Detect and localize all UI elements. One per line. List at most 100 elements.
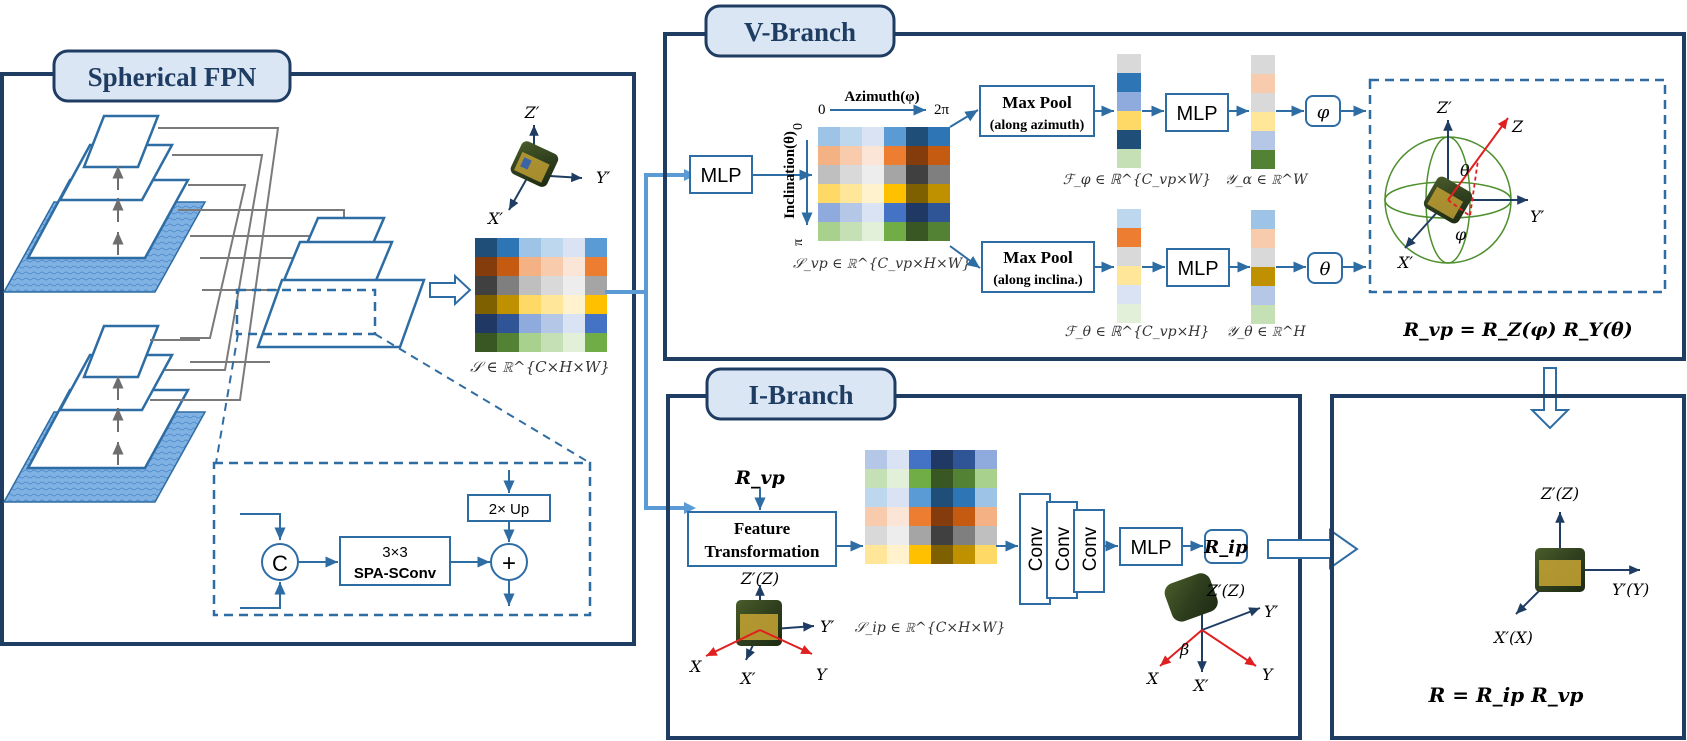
grid-cell (906, 165, 928, 184)
grid-cell (475, 295, 497, 314)
grid-cell (475, 333, 497, 352)
grid-cell (975, 469, 997, 488)
result-axis-x: X′(X) (1492, 628, 1533, 647)
vector-cell (1117, 304, 1141, 323)
result-panel: Z′(Z) Y′(Y) X′(X) R = R_ip R_vp (1330, 394, 1686, 740)
vector-cell (1251, 286, 1275, 305)
grid-cell (884, 184, 906, 203)
add-label: + (502, 550, 516, 577)
grid-cell (519, 314, 541, 333)
grid-cell (541, 333, 563, 352)
grid-cell (563, 276, 585, 295)
vector-cell (1117, 54, 1141, 73)
grid-cell (818, 184, 840, 203)
grid-cell (909, 450, 931, 469)
vector-cell (1251, 112, 1275, 131)
grid-cell (865, 450, 887, 469)
grid-cell (906, 184, 928, 203)
concat-label: C (272, 551, 288, 576)
conv-label-line2: SPA-SConv (354, 565, 437, 582)
grid-cell (862, 203, 884, 222)
grid-cell (840, 184, 862, 203)
axis-z-label: Z′ (524, 103, 540, 122)
feature-transform-line2: Transformation (705, 542, 820, 561)
grid-cell (818, 146, 840, 165)
grid-cell (840, 146, 862, 165)
result-axis-y: Y′(Y) (1612, 580, 1649, 599)
upsample-label: 2× Up (489, 501, 529, 518)
grid-cell (497, 295, 519, 314)
grid-cell (541, 314, 563, 333)
grid-cell (909, 507, 931, 526)
grid-cell (906, 146, 928, 165)
maxpool-in-line2: (along inclina.) (993, 273, 1083, 288)
grid-cell (862, 165, 884, 184)
f-phi-label: ℱ_φ ∈ ℝ^{C_vp×W} (1063, 172, 1211, 188)
grid-cell (909, 526, 931, 545)
right-angle-beta: β (1179, 640, 1189, 659)
hollow-arrow-right-icon (1267, 528, 1359, 570)
vector-cell (1251, 131, 1275, 150)
grid-cell (975, 488, 997, 507)
grid-cell (585, 333, 607, 352)
grid-cell (931, 488, 953, 507)
sphere-angle-theta: θ (1460, 161, 1470, 180)
feature-map-sip (865, 450, 997, 564)
vector-cell (1117, 111, 1141, 130)
grid-cell (541, 276, 563, 295)
grid-cell (563, 238, 585, 257)
rvp-equation: R_vp = R_Z(φ) R_Y(θ) (1402, 319, 1632, 341)
inclination-label: Inclination(θ) (782, 131, 798, 219)
grid-cell (884, 203, 906, 222)
grid-cell (862, 184, 884, 203)
vector-cell (1251, 229, 1275, 248)
vector-cell (1117, 228, 1141, 247)
vector-cell (1117, 130, 1141, 149)
grid-cell (865, 488, 887, 507)
grid-cell (887, 488, 909, 507)
grid-cell (519, 238, 541, 257)
grid-cell (585, 257, 607, 276)
grid-cell (887, 545, 909, 564)
grid-cell (975, 526, 997, 545)
object-axes-left: Z′(Z) Y′ X′ X Y (688, 569, 835, 688)
vector-cell (1251, 267, 1275, 286)
y-alpha-vector (1251, 55, 1275, 169)
grid-cell (840, 222, 862, 241)
grid-cell (906, 222, 928, 241)
sphere-axis-x: X′ (1396, 253, 1413, 272)
grid-cell (884, 146, 906, 165)
f-theta-label: ℱ_θ ∈ ℝ^{C_vp×H} (1065, 324, 1210, 340)
grid-cell (887, 469, 909, 488)
grid-cell (585, 276, 607, 295)
grid-cell (840, 165, 862, 184)
grid-cell (497, 276, 519, 295)
grid-cell (975, 450, 997, 469)
right-axis-xw: X (1145, 669, 1159, 688)
grid-cell (519, 276, 541, 295)
grid-cell (953, 545, 975, 564)
axis-x-label: X′ (486, 209, 503, 228)
maxpool-az-line1: Max Pool (1002, 93, 1072, 112)
grid-cell (475, 257, 497, 276)
right-axis-x: X′ (1191, 676, 1208, 695)
grid-cell (953, 450, 975, 469)
spherical-fpn-title: Spherical FPN (88, 62, 257, 92)
result-axis-z: Z′(Z) (1540, 484, 1579, 503)
grid-cell (862, 222, 884, 241)
right-axis-yw: Y (1262, 665, 1274, 684)
pyramid-bottom (2, 324, 207, 503)
azimuth-end: 2π (934, 102, 950, 118)
grid-cell (818, 165, 840, 184)
grid-cell (928, 165, 950, 184)
vector-cell (1117, 247, 1141, 266)
grid-cell (862, 127, 884, 146)
vector-cell (1251, 248, 1275, 267)
grid-cell (909, 488, 931, 507)
grid-cell (541, 295, 563, 314)
vector-cell (1251, 150, 1275, 169)
grid-cell (497, 314, 519, 333)
vector-cell (1117, 92, 1141, 111)
grid-cell (931, 469, 953, 488)
